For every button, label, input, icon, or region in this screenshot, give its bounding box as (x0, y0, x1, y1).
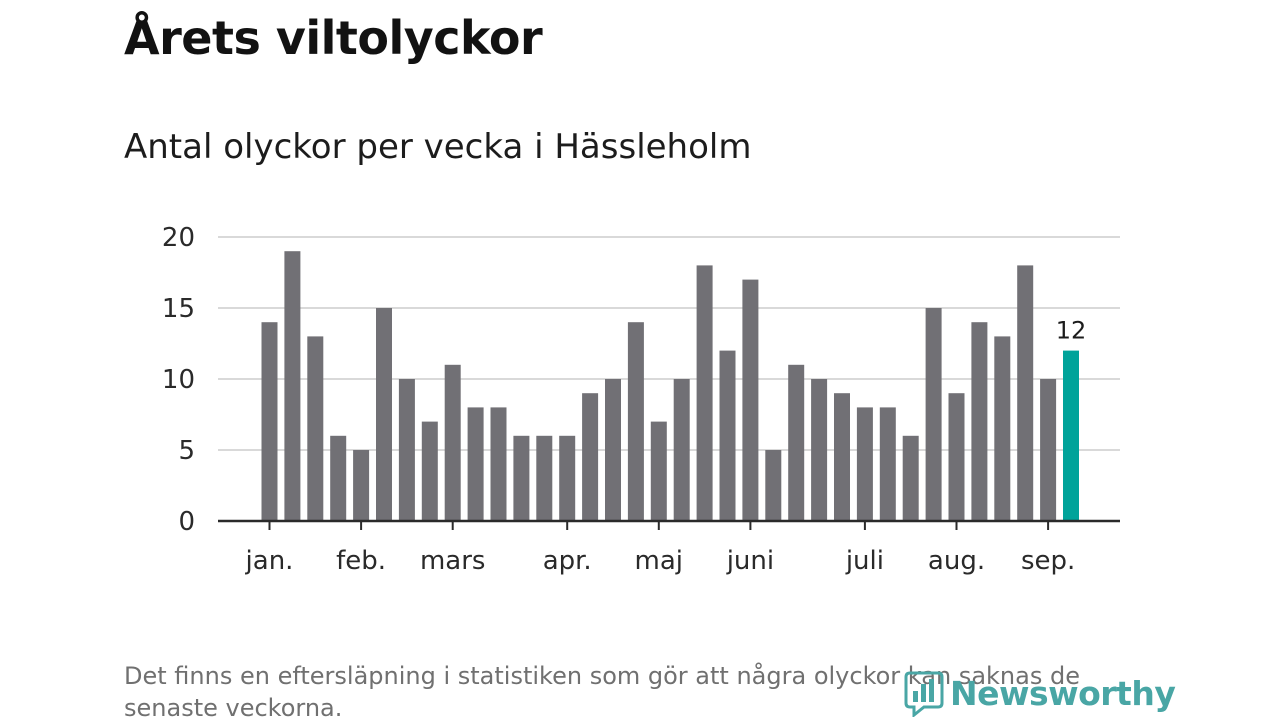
y-tick-label: 5 (178, 436, 195, 466)
x-tick-label: juli (845, 546, 884, 576)
bar (879, 407, 896, 521)
brand-name: Newsworthy (950, 673, 1176, 713)
bar (971, 322, 988, 521)
bar (398, 379, 415, 521)
bar (490, 407, 507, 521)
bar (902, 435, 919, 521)
bar (513, 435, 530, 521)
bar (856, 407, 873, 521)
footnote: Det finns en eftersläpning i statistiken… (124, 662, 1080, 722)
bar (994, 336, 1011, 521)
bar (582, 393, 599, 521)
bar (742, 279, 759, 521)
bar (444, 364, 461, 521)
newsworthy-brand: Newsworthy (904, 668, 1176, 718)
chart-subtitle: Antal olyckor per vecka i Hässleholm (124, 127, 752, 167)
bar (948, 393, 965, 521)
bar (261, 322, 278, 521)
bar (788, 364, 805, 521)
newsworthy-logo-icon (904, 671, 944, 717)
bar (765, 450, 782, 521)
bar (696, 265, 713, 521)
y-tick-label: 10 (162, 365, 195, 395)
bar (421, 421, 438, 521)
bar (719, 350, 736, 521)
bar (650, 421, 667, 521)
bar (925, 308, 942, 521)
x-tick-label: maj (635, 546, 683, 576)
y-tick-label: 20 (162, 223, 195, 253)
bar (673, 379, 690, 521)
bar (1040, 379, 1057, 521)
bar (376, 308, 392, 521)
bar (811, 379, 828, 521)
bar-highlight (1063, 350, 1079, 521)
chart-title: Årets viltolyckor (124, 11, 543, 65)
bars (261, 251, 1079, 521)
bar (627, 322, 644, 521)
bar (284, 251, 301, 521)
highlight-value-label: 12 (1056, 317, 1087, 345)
bar (834, 393, 850, 521)
bar (353, 450, 370, 521)
bar (1017, 265, 1034, 521)
x-tick-label: feb. (336, 546, 386, 576)
x-tick-label: aug. (928, 546, 985, 576)
x-tick-label: sep. (1021, 546, 1075, 576)
bar (467, 407, 484, 521)
y-tick-label: 15 (162, 294, 195, 324)
bar (307, 336, 324, 521)
x-tick-label: jan. (245, 546, 294, 576)
bar (559, 435, 576, 521)
x-tick-label: apr. (543, 546, 592, 576)
bar (536, 435, 553, 521)
y-tick-label: 0 (178, 507, 195, 537)
axes: 0 5 10 15 20 12 jan. feb. mars apr. maj juni juli aug… (162, 223, 1120, 576)
x-tick-label: juni (726, 546, 774, 576)
bar (605, 379, 621, 521)
bar (330, 435, 347, 521)
x-tick-label: mars (420, 546, 486, 576)
